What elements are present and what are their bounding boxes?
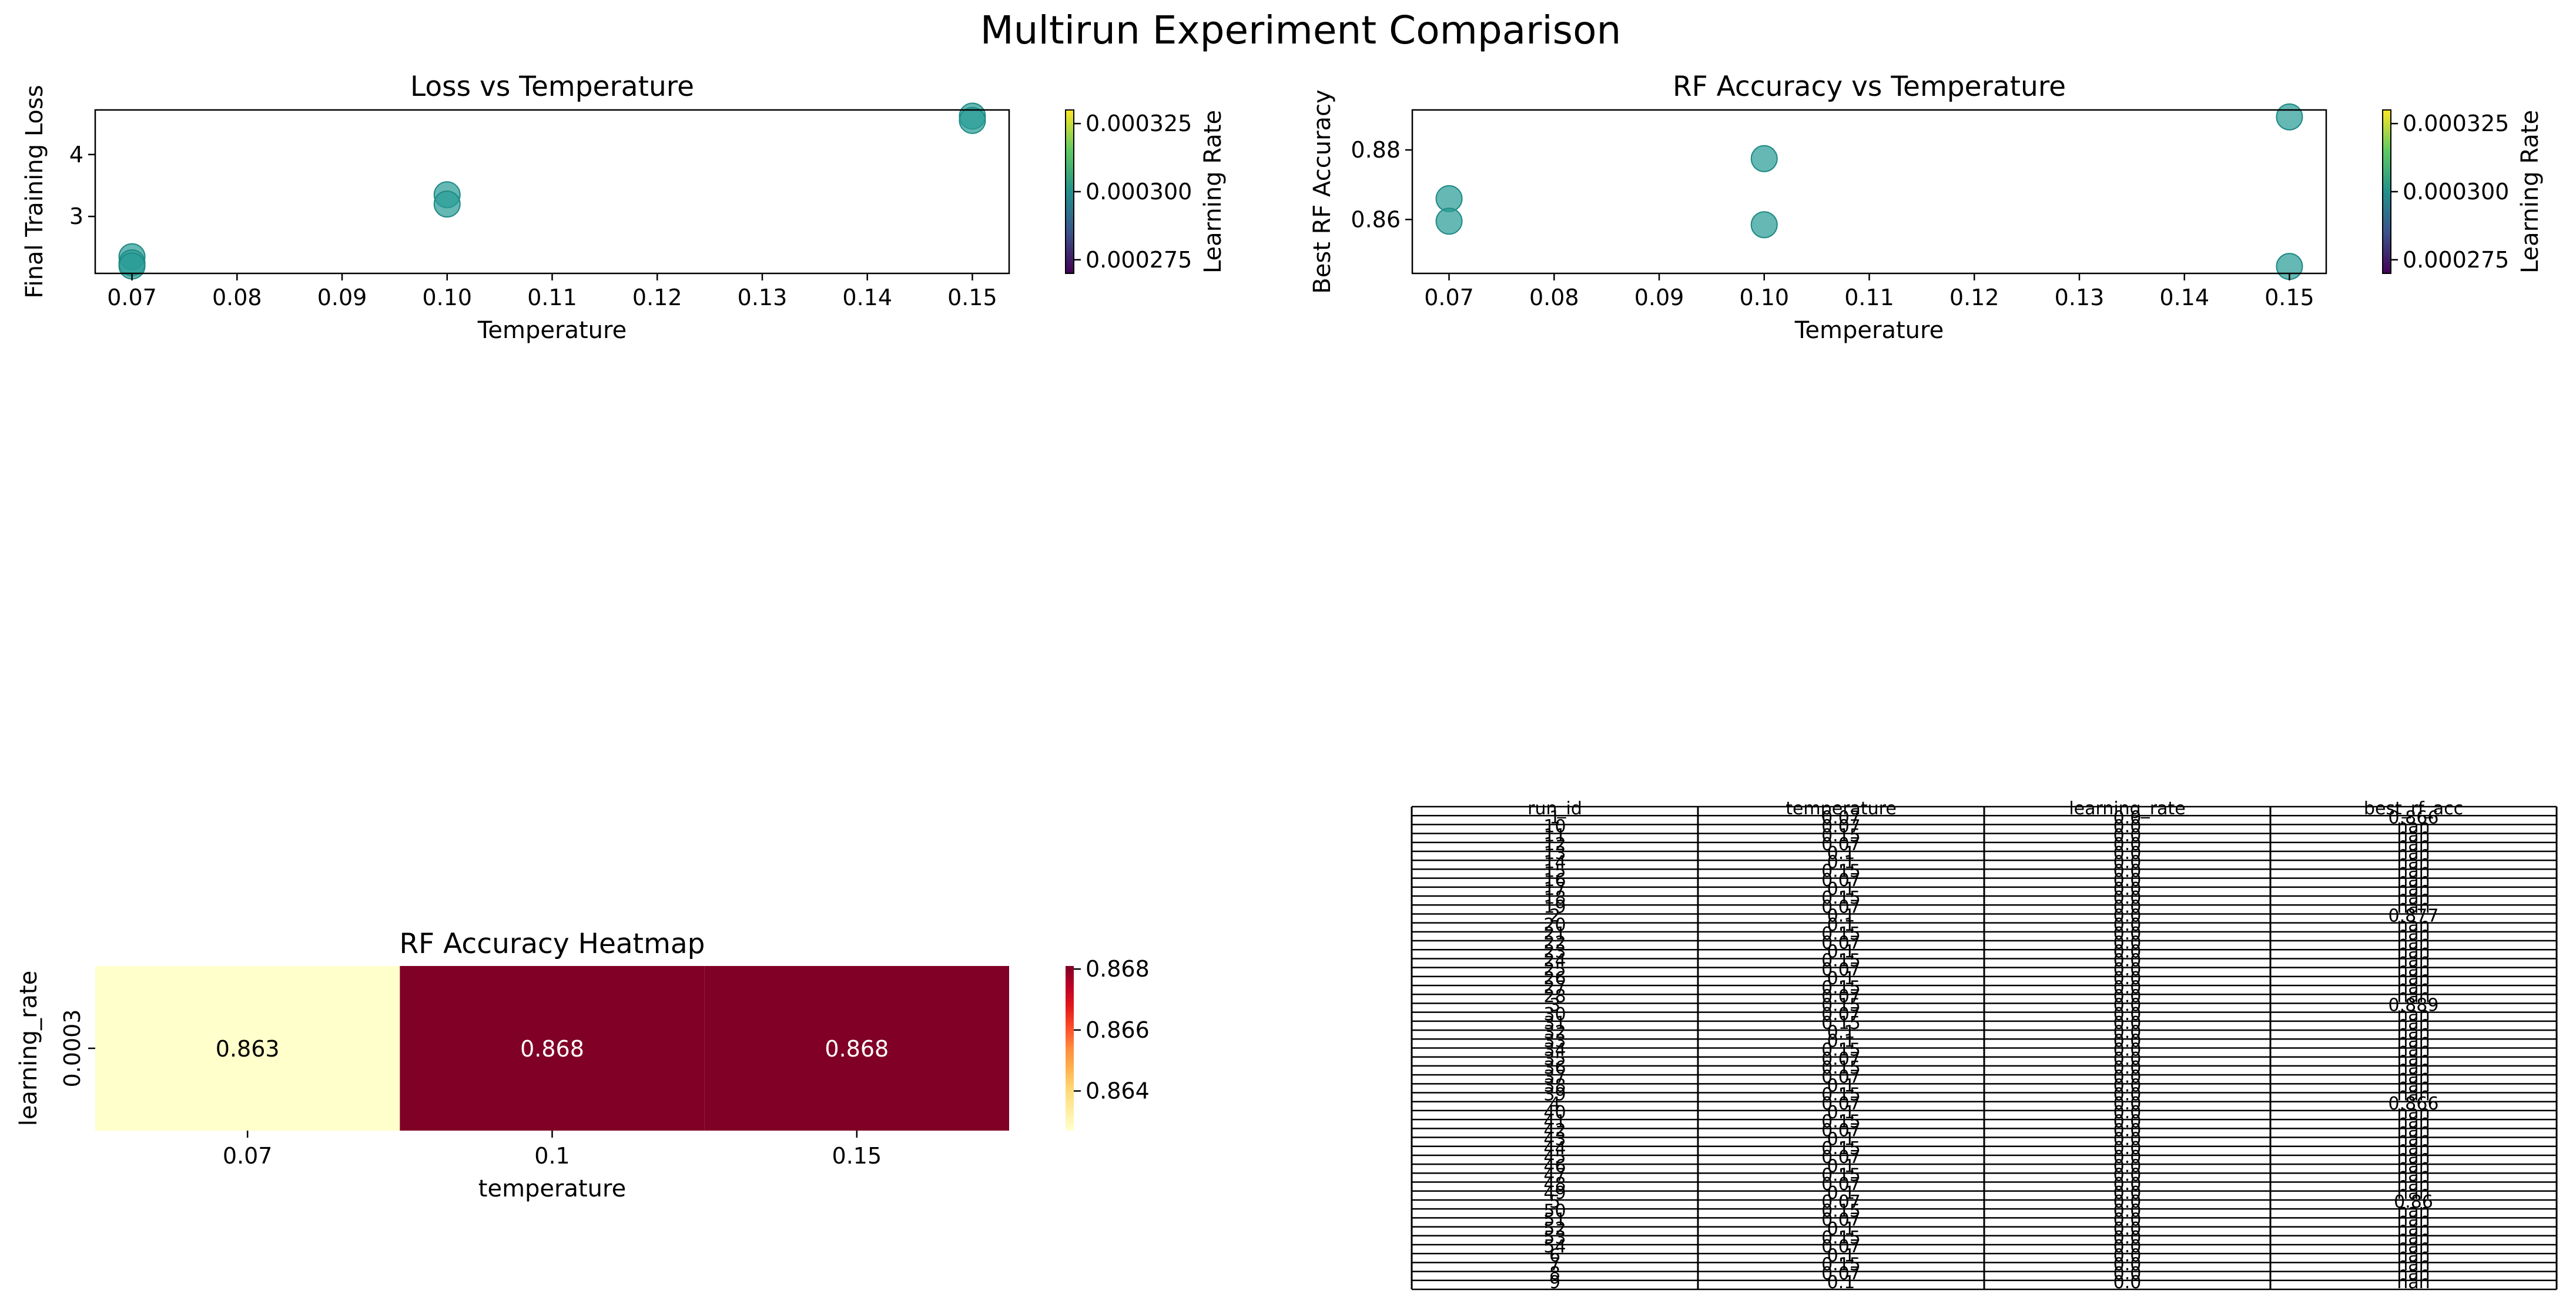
colorbar xyxy=(2382,109,2391,274)
data-point xyxy=(1435,185,1463,212)
x-tick-label: 0.15 xyxy=(832,1143,882,1169)
table-cell: 4 xyxy=(1549,1094,1560,1114)
colorbar xyxy=(1065,109,1074,274)
table-cell: 5 xyxy=(1549,1192,1560,1212)
x-tick-label: 0.13 xyxy=(2055,285,2105,310)
x-tick-label: 0.14 xyxy=(2159,285,2209,310)
x-tick-label: 0.11 xyxy=(527,285,577,310)
heatmap-cell xyxy=(704,966,1009,1131)
x-tick-label: 0.12 xyxy=(632,285,682,310)
table-cell: 7 xyxy=(1549,1255,1560,1275)
x-tick-label: 0.10 xyxy=(1739,285,1789,310)
table-cell: 2 xyxy=(1549,906,1560,927)
colorbar-tick-label: 0.000300 xyxy=(2403,179,2509,205)
table-cell: 8 xyxy=(1549,1263,1560,1284)
data-point xyxy=(433,190,461,218)
x-axis-label: Temperature xyxy=(477,317,627,344)
x-tick-label: 0.15 xyxy=(2265,285,2314,310)
x-tick-label: 0.08 xyxy=(212,285,262,310)
chart-title: RF Accuracy Heatmap xyxy=(399,928,705,960)
data-point xyxy=(1750,211,1778,239)
colorbar-tick-label: 0.866 xyxy=(1086,1017,1150,1043)
x-tick-label: 0.11 xyxy=(1844,285,1894,310)
rf-accuracy-heatmap: RF Accuracy Heatmap 0.863 0.868 0.868 0.07 0.… xyxy=(15,928,1150,1202)
colorbar xyxy=(1066,966,1074,1131)
x-tick-label: 0.15 xyxy=(947,285,997,310)
runs-table: run_id temperature learning_rate best_rf_ac… xyxy=(1411,798,2558,1293)
x-axis-label: Temperature xyxy=(1794,317,1944,344)
heatmap-cell xyxy=(95,966,400,1131)
y-axis-label: Final Training Loss xyxy=(21,85,48,298)
x-tick-label: 0.10 xyxy=(422,285,472,310)
y-axis-label: learning_rate xyxy=(15,971,42,1126)
table-cell: 3 xyxy=(1549,995,1560,1016)
y-tick-label: 0.86 xyxy=(1351,206,1401,232)
colorbar-label: Learning Rate xyxy=(2517,110,2544,273)
table-cell: 6 xyxy=(1549,1245,1560,1266)
x-tick-label: 0.08 xyxy=(1529,285,1579,310)
chart-title: Loss vs Temperature xyxy=(410,71,694,103)
colorbar-tick-label: 0.000325 xyxy=(2403,111,2509,136)
y-tick-label: 4 xyxy=(69,142,83,168)
x-axis-label: temperature xyxy=(478,1175,626,1202)
x-tick-label: 0.12 xyxy=(1949,285,1999,310)
colorbar-label: Learning Rate xyxy=(1200,110,1227,273)
plot-frame xyxy=(94,109,1010,275)
data-point xyxy=(1750,145,1778,172)
rf-accuracy-vs-temperature-chart: RF Accuracy vs Temperature 0.07 0.08 0.09 0.… xyxy=(1309,71,2544,344)
x-tick-label: 0.07 xyxy=(223,1143,273,1169)
data-point xyxy=(1435,208,1463,235)
colorbar-tick-label: 0.000300 xyxy=(1086,179,1192,205)
table-cell: 9 xyxy=(1549,1272,1560,1293)
x-tick-label: 0.07 xyxy=(1424,285,1474,310)
chart-title: RF Accuracy vs Temperature xyxy=(1673,71,2066,103)
x-tick-label: 0.13 xyxy=(738,285,788,310)
colorbar-tick-label: 0.000325 xyxy=(1086,111,1192,136)
loss-vs-temperature-chart: Loss vs Temperature 0.07 0.08 0.09 0.10 0.11 0… xyxy=(21,71,1227,344)
table-cell: 1 xyxy=(1549,807,1560,828)
x-tick-label: 0.09 xyxy=(317,285,367,310)
y-tick-label: 0.0003 xyxy=(59,1010,85,1088)
y-axis-label: Best RF Accuracy xyxy=(1309,89,1336,293)
heatmap-cell-label: 0.868 xyxy=(825,1036,889,1062)
colorbar-tick-label: 0.868 xyxy=(1086,956,1150,982)
heatmap-cell-label: 0.868 xyxy=(520,1036,584,1062)
heatmap-cell-label: 0.863 xyxy=(216,1036,280,1062)
x-tick-label: 0.14 xyxy=(842,285,892,310)
x-tick-label: 0.1 xyxy=(534,1143,570,1169)
colorbar-tick-label: 0.864 xyxy=(1086,1078,1150,1104)
figure-title: Multirun Experiment Comparison xyxy=(980,8,1622,53)
y-tick-label: 0.88 xyxy=(1351,137,1401,163)
colorbar-tick-label: 0.000275 xyxy=(1086,247,1192,273)
y-tick-label: 3 xyxy=(69,203,83,229)
colorbar-tick-label: 0.000275 xyxy=(2403,247,2509,273)
plot-frame xyxy=(1411,109,2327,275)
x-tick-label: 0.07 xyxy=(107,285,157,310)
data-point xyxy=(959,106,986,134)
heatmap-cell xyxy=(400,966,705,1131)
x-tick-label: 0.09 xyxy=(1634,285,1684,310)
data-point xyxy=(2276,103,2303,131)
